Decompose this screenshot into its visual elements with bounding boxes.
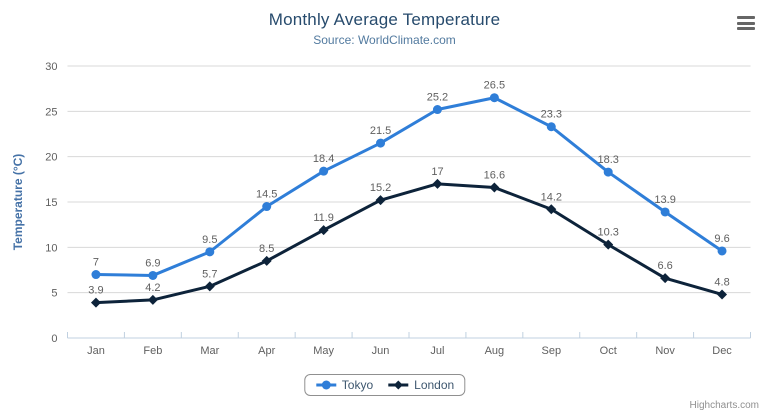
point-london-oct[interactable] [603,239,614,250]
menu-bar [737,16,755,19]
data-label: 26.5 [484,80,505,92]
legend-label: Tokyo [341,378,374,392]
data-label: 7 [93,257,99,269]
data-label: 5.7 [202,268,217,280]
x-axis-label: Oct [600,345,617,357]
credits-link[interactable]: Highcharts.com [689,400,759,411]
y-axis-tick-label: 25 [45,106,57,118]
data-label: 18.4 [313,153,334,165]
y-axis-tick-label: 5 [51,288,57,300]
point-tokyo-oct[interactable] [603,167,613,177]
x-axis-label: May [313,345,334,357]
data-label: 9.6 [714,233,729,245]
x-axis-label: Feb [143,345,162,357]
menu-bar [737,21,755,25]
point-tokyo-dec[interactable] [717,246,727,256]
x-axis-label: Mar [200,345,219,357]
data-label: 14.5 [256,189,277,201]
point-london-aug[interactable] [489,182,500,193]
x-axis-label: Jun [372,345,390,357]
y-axis-tick-label: 10 [45,242,57,254]
legend-label: London [414,378,455,392]
x-axis-label: Apr [258,345,275,357]
point-tokyo-apr[interactable] [262,202,272,212]
point-london-nov[interactable] [660,273,671,284]
x-axis-label: Nov [655,345,675,357]
point-tokyo-jul[interactable] [432,105,442,115]
data-label: 4.2 [145,282,160,294]
menu-bar [737,27,755,30]
data-label: 25.2 [427,92,448,104]
y-axis-title: Temperature (°C) [11,154,25,251]
y-axis-tick-label: 0 [51,333,57,345]
data-label: 23.3 [541,109,562,121]
data-label: 14.2 [541,191,562,203]
data-label: 21.5 [370,125,391,137]
data-label: 8.5 [259,243,274,255]
x-axis-label: Aug [485,345,505,357]
point-london-mar[interactable] [204,281,215,292]
data-label: 10.3 [597,227,618,239]
data-label: 16.6 [484,169,505,181]
y-axis-tick-label: 20 [45,152,57,164]
point-tokyo-aug[interactable] [489,93,499,103]
data-label: 3.9 [88,285,103,297]
point-london-sep[interactable] [546,204,557,215]
data-label: 17 [431,166,443,178]
point-tokyo-may[interactable] [319,166,329,176]
point-london-feb[interactable] [147,294,158,305]
legend-item-london[interactable]: London [387,378,454,392]
series-line-london [94,182,724,305]
legend: Tokyo London [303,374,466,396]
x-axis-label: Jan [87,345,105,357]
data-label: 6.9 [145,257,160,269]
point-tokyo-nov[interactable] [660,207,670,217]
point-london-may[interactable] [318,225,329,236]
data-label: 13.9 [654,194,675,206]
point-london-apr[interactable] [261,255,272,266]
series-line-tokyo [94,96,724,277]
point-london-jun[interactable] [375,195,386,206]
legend-marker-london-icon [388,380,409,390]
data-label: 15.2 [370,182,391,194]
x-axis-label: Jul [430,345,444,357]
y-axis-tick-label: 30 [45,61,57,73]
hamburger-menu-icon[interactable] [737,16,755,30]
data-label: 9.5 [202,234,217,246]
chart-subtitle: Source: WorldClimate.com [313,33,456,47]
data-label: 4.8 [714,276,729,288]
data-label: 6.6 [657,260,672,272]
point-tokyo-feb[interactable] [148,270,158,280]
y-axis-tick-label: 15 [45,197,57,209]
point-tokyo-jun[interactable] [376,138,386,148]
point-london-dec[interactable] [717,289,728,300]
point-tokyo-jan[interactable] [91,270,101,280]
x-axis-label: Sep [542,345,562,357]
data-label: 18.3 [597,154,618,166]
data-label: 11.9 [313,212,334,224]
x-axis-label: Dec [712,345,732,357]
chart-title: Monthly Average Temperature [268,10,501,29]
legend-marker-tokyo-icon [315,380,336,390]
point-london-jan[interactable] [90,297,101,308]
point-tokyo-sep[interactable] [546,122,556,132]
point-tokyo-mar[interactable] [205,247,215,257]
point-london-jul[interactable] [432,178,443,189]
legend-item-tokyo[interactable]: Tokyo [315,378,373,392]
